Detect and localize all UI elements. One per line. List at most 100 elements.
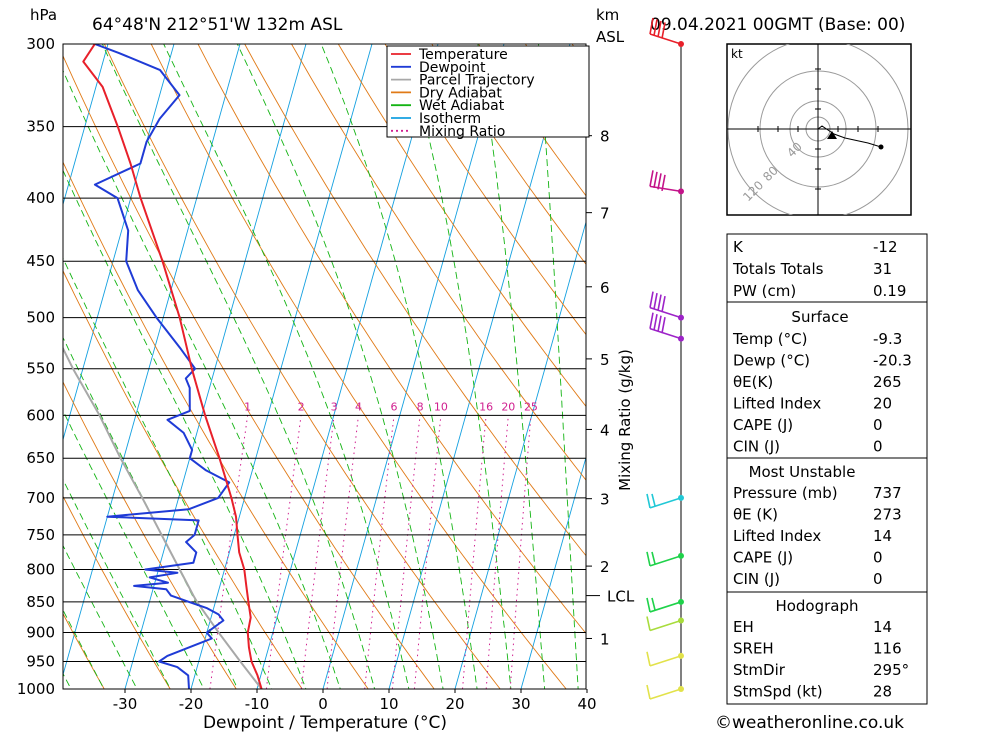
wet-adiabat-line: [63, 257, 273, 689]
param-label: SREH: [733, 640, 774, 658]
k-index-label: K: [733, 238, 744, 256]
wind-barb: [649, 17, 684, 47]
legend-box: [386, 45, 590, 138]
isotherm-line: [63, 44, 109, 206]
k-index-value: -12: [873, 238, 898, 256]
param-value: 273: [873, 506, 902, 524]
param-value: 14: [873, 618, 892, 636]
x-tick-label: -30: [113, 695, 138, 713]
mixing-ratio-label: 2: [298, 400, 305, 413]
isotherm-line: [63, 44, 241, 677]
param-value: 14: [873, 527, 892, 545]
pressure-tick-label: 600: [26, 406, 55, 424]
km-tick-label: 8: [600, 128, 610, 146]
totals-label: Totals Totals: [732, 260, 824, 278]
param-label: CAPE (J): [733, 416, 793, 434]
param-value: 20: [873, 395, 892, 413]
param-value: 265: [873, 373, 902, 391]
legend-label: Wet Adiabat: [419, 98, 505, 114]
param-label: Dewp (°C): [733, 352, 810, 370]
param-label: Lifted Index: [733, 395, 821, 413]
asl-axis-unit: ASL: [596, 28, 625, 46]
mixing-ratio-axis-label: Mixing Ratio (g/kg): [616, 349, 634, 491]
km-tick-label: 7: [600, 205, 610, 223]
hodograph-params-box: [726, 591, 928, 705]
wet-adiabat-line: [63, 609, 105, 689]
pressure-tick-label: 550: [26, 360, 55, 378]
param-label: StmSpd (kt): [733, 683, 823, 701]
param-label: CAPE (J): [733, 549, 793, 567]
param-value: 28: [873, 683, 892, 701]
mixing-ratio-line: [462, 415, 487, 689]
legend-label: Dewpoint: [419, 60, 486, 76]
x-tick-label: 20: [445, 695, 464, 713]
param-label: CIN (J): [733, 438, 780, 456]
legend-label: Isotherm: [419, 111, 481, 127]
param-value: 0: [873, 438, 883, 456]
indices-box: [726, 233, 928, 303]
most-unstable-title: Most Unstable: [749, 463, 856, 481]
copyright: ©weatheronline.co.uk: [715, 713, 904, 733]
mixing-ratio-label: 3: [331, 400, 338, 413]
mixing-ratio-label: 10: [434, 400, 448, 413]
isotherm-line: [190, 44, 373, 689]
hodograph: kt 40 80 120: [726, 43, 912, 216]
param-label: StmDir: [733, 661, 786, 679]
x-tick-label: 30: [511, 695, 530, 713]
hodograph-trace: [817, 125, 882, 148]
param-value: 116: [873, 640, 902, 658]
km-tick-label: 6: [600, 279, 610, 297]
plot-frame: [62, 43, 587, 690]
hodograph-unit: kt: [731, 47, 743, 61]
wet-adiabat-line: [163, 44, 410, 689]
wind-barb: [646, 597, 684, 613]
wind-barb: [646, 493, 684, 509]
param-value: -20.3: [873, 352, 912, 370]
pressure-tick-label: 300: [26, 35, 55, 53]
pressure-tick-label: 450: [26, 252, 55, 270]
legend-label: Dry Adiabat: [419, 85, 502, 101]
param-value: 0: [873, 549, 883, 567]
wind-barb: [646, 551, 684, 567]
pw-value: 0.19: [873, 282, 906, 300]
km-tick-label: 4: [600, 421, 610, 439]
hodograph-end-dot: [878, 144, 884, 150]
temperature-profile: [82, 44, 263, 689]
isotherm-line: [63, 44, 175, 442]
totals-value: 31: [873, 260, 892, 278]
mixing-ratio-label: 20: [501, 400, 515, 413]
dry-adiabat-line: [63, 495, 171, 689]
dry-adiabat-line: [478, 44, 586, 197]
hodograph-params-table: Hodograph EH 14 SREH 116 StmDir 295° StmSpd (k…: [726, 591, 928, 705]
x-tick-label: -20: [179, 695, 204, 713]
param-label: Lifted Index: [733, 527, 821, 545]
most-unstable-box: [726, 457, 928, 593]
mixing-ratio-label: 6: [390, 400, 397, 413]
run-datetime: 09.04.2021 00GMT (Base: 00): [650, 15, 905, 35]
wind-barb: [646, 684, 684, 700]
km-axis-unit: km: [596, 6, 619, 24]
x-tick-label: 10: [379, 695, 398, 713]
storm-motion-marker: [827, 131, 837, 139]
param-label: Pressure (mb): [733, 484, 838, 502]
wet-adiabat-line: [320, 44, 478, 689]
pressure-tick-label: 1000: [17, 680, 55, 698]
km-tick-label: 5: [600, 351, 610, 369]
mixing-ratio-label: 1: [244, 400, 251, 413]
param-value: 0: [873, 416, 883, 434]
station-location: 64°48'N 212°51'W 132m ASL: [92, 15, 343, 35]
wet-adiabat-line: [63, 478, 171, 689]
x-tick-label: 40: [577, 695, 596, 713]
km-tick-label: 3: [600, 491, 610, 509]
x-tick-label: -10: [245, 695, 270, 713]
pressure-tick-label: 850: [26, 593, 55, 611]
hodograph-ticks: [757, 68, 879, 190]
pressure-tick-label: 750: [26, 526, 55, 544]
wind-barb: [649, 170, 684, 195]
indices-table: K -12 Totals Totals 31 PW (cm) 0.19: [726, 233, 928, 303]
x-axis-label: Dewpoint / Temperature (°C): [203, 713, 447, 733]
surface-title: Surface: [791, 308, 848, 326]
wind-barb: [649, 291, 684, 321]
